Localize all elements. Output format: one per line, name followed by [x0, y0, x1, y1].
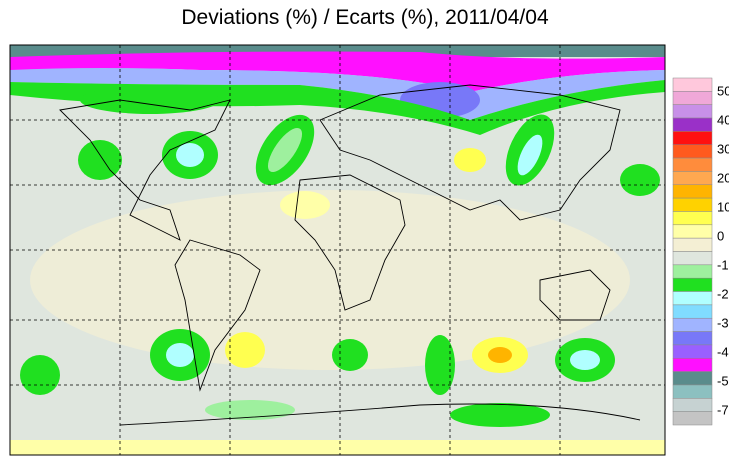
legend-swatch — [672, 304, 713, 319]
legend-swatch — [672, 157, 713, 172]
legend-swatch — [672, 104, 713, 119]
legend-swatch — [672, 77, 713, 92]
legend-swatch — [672, 264, 713, 279]
title: Deviations (%) / Ecarts (%), 2011/04/04 — [181, 6, 549, 29]
legend-swatch — [672, 398, 713, 412]
legend-label: -30 — [717, 315, 729, 330]
legend-swatch — [672, 251, 713, 266]
legend-swatch — [672, 184, 713, 199]
legend-label: -20 — [717, 286, 729, 301]
legend-swatch — [672, 197, 713, 212]
legend-label: -40 — [717, 344, 729, 359]
legend-swatch — [672, 91, 713, 105]
legend-swatch — [672, 331, 713, 346]
legend-label: 50 — [717, 83, 729, 98]
legend-swatch — [672, 317, 713, 332]
legend-swatch — [672, 224, 713, 239]
legend-label: -10 — [717, 257, 729, 272]
legend-swatch — [672, 384, 713, 399]
legend-swatch — [672, 371, 713, 386]
legend-label: 30 — [717, 141, 729, 156]
legend-label: 20 — [717, 170, 729, 185]
legend-swatch — [672, 211, 713, 226]
legend-swatch — [672, 144, 713, 159]
legend-swatch — [672, 344, 713, 359]
legend-swatch — [672, 171, 713, 186]
legend-swatch — [672, 117, 713, 132]
legend-label: 0 — [717, 228, 724, 243]
legend-label: 10 — [717, 199, 729, 214]
legend-swatch — [672, 411, 713, 426]
legend-swatch — [672, 277, 713, 292]
legend-label: -50 — [717, 373, 729, 388]
legend-label: 40 — [717, 112, 729, 127]
legend: 50 40 30 20 10 0 -10 -20 -30 -40 -50 -70 — [672, 77, 729, 426]
legend-label: -70 — [717, 402, 729, 417]
map — [9, 44, 666, 456]
legend-swatch — [672, 291, 713, 306]
legend-swatch — [672, 358, 713, 372]
legend-swatch — [672, 237, 713, 252]
legend-swatch — [672, 131, 713, 145]
